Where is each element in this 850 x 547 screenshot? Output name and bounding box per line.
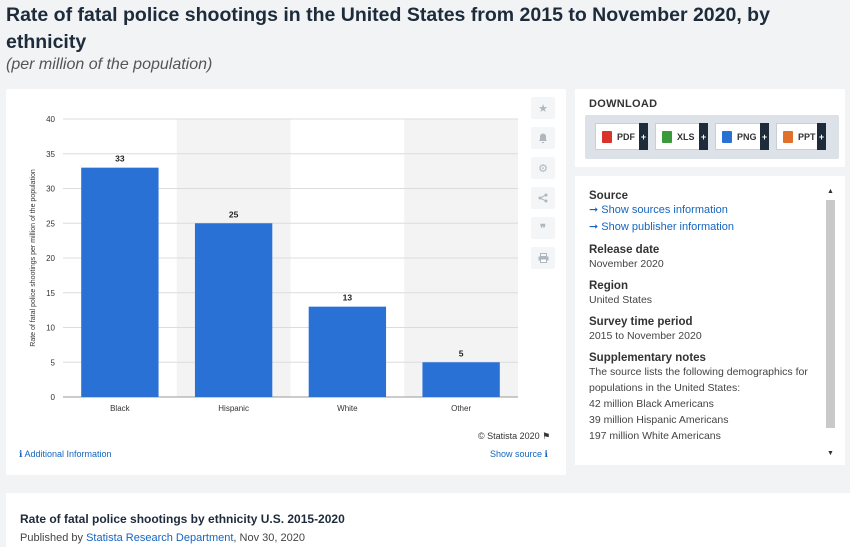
download-ppt-button[interactable]: PPT + xyxy=(776,123,826,150)
y-tick-label: 30 xyxy=(46,185,55,194)
notes-line: 42 million Black Americans xyxy=(589,398,714,410)
publication-card: Rate of fatal police shootings by ethnic… xyxy=(6,493,850,547)
y-tick-label: 0 xyxy=(51,393,56,402)
chart-copyright[interactable]: © Statista 2020 ⚑ xyxy=(478,431,551,441)
region-value: United States xyxy=(589,294,653,306)
xls-file-icon xyxy=(662,130,672,143)
show-source-link[interactable]: Show source ℹ xyxy=(490,449,548,459)
bar-chart: 0 5 10 15 20 25 30 35 40 Rate of fatal police sho… xyxy=(30,115,518,413)
download-pdf-button[interactable]: PDF + xyxy=(595,123,648,150)
bar xyxy=(81,167,159,397)
y-tick-label: 10 xyxy=(46,324,55,333)
scroll-up-icon[interactable]: ▲ xyxy=(827,188,834,195)
scroll-down-icon[interactable]: ▼ xyxy=(827,450,834,457)
arrow-right-icon: ➞ xyxy=(589,204,599,216)
ppt-file-icon xyxy=(783,130,793,143)
y-tick-label: 25 xyxy=(46,219,55,228)
survey-heading: Survey time period xyxy=(589,316,693,328)
data-label: 5 xyxy=(459,348,464,358)
download-bar: PDF + XLS + PNG + PPT + xyxy=(585,115,839,159)
y-tick-label: 20 xyxy=(46,254,55,263)
download-xls-button[interactable]: XLS + xyxy=(655,123,708,150)
bar xyxy=(194,223,273,397)
publication-byline: Published by Statista Research Departmen… xyxy=(20,532,305,544)
share-icon[interactable] xyxy=(531,187,555,209)
plus-icon: + xyxy=(639,123,648,150)
download-panel: DOWNLOAD PDF + XLS + PNG + PPT + xyxy=(575,89,845,167)
y-axis-label: Rate of fatal police shootings per milli… xyxy=(30,169,37,347)
info-content: Source ➞ Show sources information ➞ Show… xyxy=(589,190,819,444)
bell-icon[interactable] xyxy=(531,127,555,149)
print-icon[interactable] xyxy=(531,247,555,269)
notes-line: 197 million White Americans xyxy=(589,430,721,442)
png-file-icon xyxy=(722,130,732,143)
show-sources-link[interactable]: ➞ Show sources information xyxy=(589,204,728,216)
chart-card: 0 5 10 15 20 25 30 35 40 Rate of fatal police sho… xyxy=(6,89,566,475)
info-panel: Source ➞ Show sources information ➞ Show… xyxy=(575,176,845,465)
y-tick-label: 40 xyxy=(46,115,55,124)
region-heading: Region xyxy=(589,280,628,292)
page-subtitle: (per million of the population) xyxy=(6,56,213,73)
y-tick-label: 5 xyxy=(51,358,56,367)
plus-icon: + xyxy=(699,123,708,150)
info-icon: ℹ xyxy=(19,449,23,459)
source-heading: Source xyxy=(589,190,628,202)
star-icon[interactable]: ★ xyxy=(531,97,555,119)
data-label: 33 xyxy=(115,154,125,164)
x-tick-label: Black xyxy=(110,404,131,413)
plus-icon: + xyxy=(760,123,769,150)
notes-line: populations in the United States: xyxy=(589,382,741,394)
additional-info-link[interactable]: ℹ Additional Information xyxy=(19,449,112,459)
publisher-link[interactable]: Statista Research Department xyxy=(86,532,234,544)
survey-value: 2015 to November 2020 xyxy=(589,330,702,342)
x-tick-label: White xyxy=(337,404,358,413)
gear-icon[interactable]: ⚙ xyxy=(531,157,555,179)
plus-icon: + xyxy=(817,123,826,150)
info-icon: ℹ xyxy=(544,449,548,459)
x-tick-label: Hispanic xyxy=(218,404,249,413)
pdf-file-icon xyxy=(602,130,612,143)
y-tick-label: 15 xyxy=(46,289,55,298)
y-tick-label: 35 xyxy=(46,150,55,159)
download-heading: DOWNLOAD xyxy=(589,98,658,110)
notes-line: The source lists the following demograph… xyxy=(589,366,808,378)
data-label: 13 xyxy=(343,293,353,303)
notes-heading: Supplementary notes xyxy=(589,352,706,364)
data-label: 25 xyxy=(229,209,239,219)
arrow-right-icon: ➞ xyxy=(589,221,599,233)
show-publisher-link[interactable]: ➞ Show publisher information xyxy=(589,221,734,233)
bar xyxy=(422,362,500,397)
flag-icon: ⚑ xyxy=(542,431,551,441)
publication-title: Rate of fatal police shootings by ethnic… xyxy=(20,512,345,526)
scrollbar-thumb[interactable] xyxy=(826,200,835,428)
chart-toolbar: ★ ⚙ ❞ xyxy=(531,97,557,277)
release-heading: Release date xyxy=(589,244,660,256)
x-tick-label: Other xyxy=(451,404,471,413)
page-title: Rate of fatal police shootings in the Un… xyxy=(6,4,770,53)
release-value: November 2020 xyxy=(589,258,664,270)
bar xyxy=(308,306,387,397)
download-png-button[interactable]: PNG + xyxy=(715,123,769,150)
quote-icon[interactable]: ❞ xyxy=(531,217,555,239)
notes-line: 39 million Hispanic Americans xyxy=(589,414,729,426)
